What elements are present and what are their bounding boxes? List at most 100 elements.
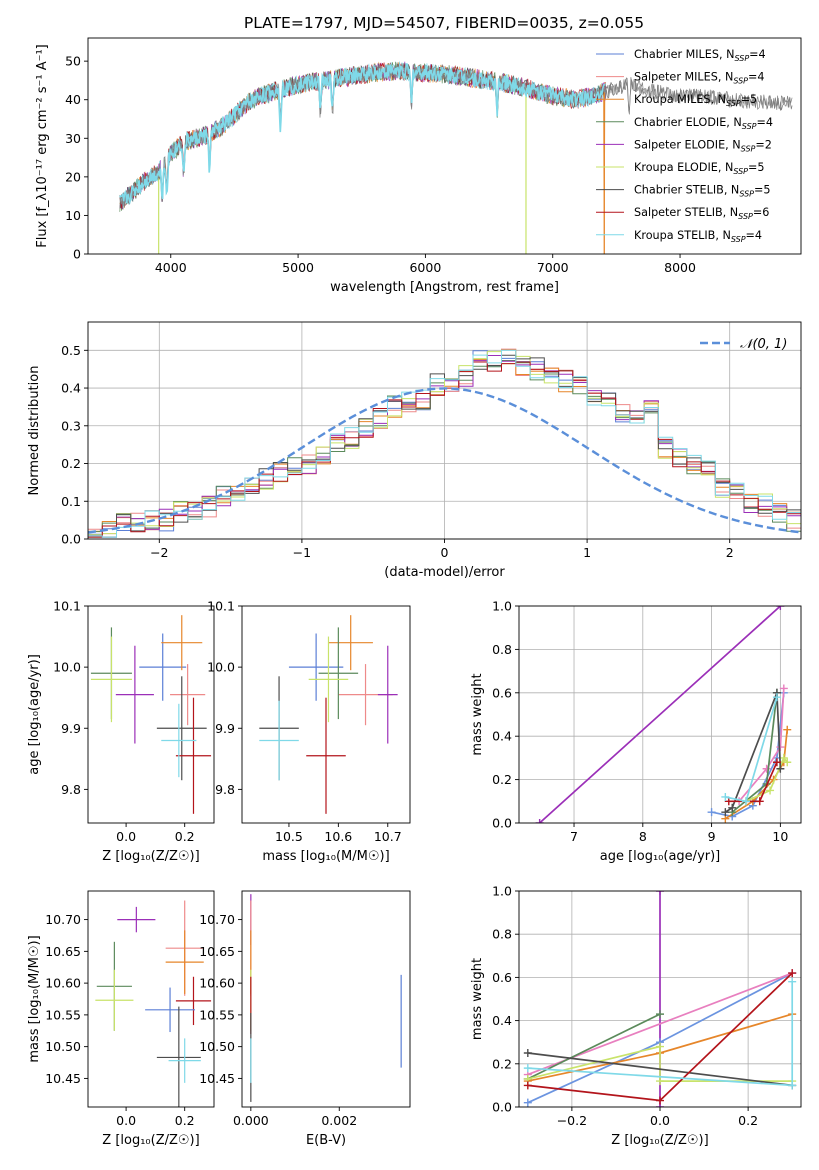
legend-label-main: Salpeter MILES, N — [634, 71, 733, 84]
legend-label-main: Chabrier ELODIE, N — [634, 116, 742, 129]
weight-marker — [776, 764, 785, 773]
weight-marker — [535, 819, 544, 823]
weight-marker — [721, 808, 730, 817]
plot-area-mass-vs-Z — [95, 900, 212, 1107]
axes-frame — [87, 890, 215, 1108]
plot-area-mass-vs-EBV — [250, 894, 402, 1102]
legend-label-end: =4 — [748, 71, 765, 84]
x-axis-label: wavelength [Angstrom, rest frame] — [330, 280, 559, 295]
weight-marker — [656, 1077, 664, 1086]
y-tick-label: 10.60 — [199, 976, 235, 991]
y-tick-label: 0.8 — [492, 927, 512, 942]
y-axis-label: age [log₁₀(age/yr)] — [27, 654, 42, 775]
legend-label-main: Kroupa STELIB, N — [634, 229, 731, 242]
weight-marker — [779, 753, 788, 762]
x-axis-label: Z [log₁₀(Z/Z☉)] — [102, 849, 199, 864]
spectrum-line — [119, 63, 606, 206]
normal-legend-label: 𝒩(0, 1) — [740, 337, 787, 352]
legend-label: Salpeter ELODIE, NSSP=2 — [634, 138, 772, 153]
weight-marker — [741, 797, 750, 806]
axes-frame — [241, 605, 411, 824]
legend-label: Chabrier ELODIE, NSSP=4 — [634, 116, 773, 131]
axes-frame — [241, 890, 411, 1108]
panel-mass-vs-EBV: 0.000 0.002 10.45 10.50 10.55 10.60 10.65 10.70… — [199, 890, 411, 1148]
plot-area-mass-weight-vs-age — [535, 606, 792, 823]
weight-line — [539, 606, 781, 823]
legend-label-sub: SSP — [733, 77, 748, 86]
weight-marker — [721, 792, 730, 801]
x-tick-label: 10.7 — [374, 829, 402, 844]
y-tick-label: 10.1 — [207, 599, 235, 614]
weight-line — [527, 1052, 793, 1087]
y-tick-label: 0.6 — [492, 685, 512, 700]
y-tick-label: 0.4 — [61, 381, 81, 396]
y-tick-label: 0.1 — [61, 494, 81, 509]
x-tick-label: 10 — [772, 829, 788, 844]
weight-marker — [523, 1049, 532, 1057]
x-axis-label: (data-model)/error — [384, 565, 505, 580]
x-tick-label: 5000 — [282, 260, 314, 275]
x-tick-label: 0.000 — [233, 1113, 269, 1128]
histogram-series — [88, 349, 801, 538]
weight-line — [724, 692, 782, 813]
weight-line — [527, 1013, 661, 1080]
y-tick-label: 10.55 — [45, 1007, 81, 1022]
legend-label-main: Chabrier STELIB, N — [634, 184, 739, 197]
legend-label-main: Chabrier MILES, N — [634, 48, 734, 61]
weight-marker — [523, 1098, 532, 1107]
legend-label: Salpeter MILES, NSSP=4 — [634, 71, 765, 86]
weight-marker — [779, 684, 788, 693]
plot-area-mass-weight-vs-Z — [523, 891, 797, 1107]
x-tick-label: 0 — [441, 545, 449, 560]
y-axis-label: mass weight — [470, 958, 485, 1040]
axes-frame — [518, 605, 802, 824]
y-tick-label: 10.0 — [53, 660, 81, 675]
legend-label: Salpeter STELIB, NSSP=6 — [634, 206, 769, 221]
y-axis-label: mass weight — [470, 673, 485, 755]
plot-area-spectrum — [119, 61, 793, 254]
x-tick-label: 0.2 — [175, 1113, 195, 1128]
y-tick-label: 10.70 — [199, 912, 235, 927]
legend-label-end: =5 — [748, 161, 765, 174]
figure-title: PLATE=1797, MJD=54507, FIBERID=0035, z=0… — [244, 14, 644, 32]
weight-marker — [707, 808, 716, 817]
panels: 4000 5000 6000 7000 800001020304050wavelengt… — [27, 37, 802, 1148]
x-tick-label: 7 — [570, 829, 578, 844]
weight-marker — [762, 764, 771, 773]
x-tick-label: 9 — [708, 829, 716, 844]
y-tick-label: 10.45 — [45, 1071, 81, 1086]
panel-age-vs-mass: 10.5 10.6 10.7 9.8 9.9 10.0 10.1 mass [log₁₀(M/… — [207, 599, 411, 864]
y-tick-label: 0.2 — [61, 456, 81, 471]
legend-label-sub: SSP — [741, 144, 756, 153]
legend-label-main: Salpeter ELODIE, N — [634, 138, 741, 151]
x-tick-label: 0.2 — [175, 829, 195, 844]
y-tick-label: 9.8 — [215, 782, 235, 797]
normal-curve — [88, 387, 801, 534]
y-tick-label: 10 — [65, 208, 81, 223]
legend-label-end: =5 — [754, 184, 771, 197]
x-tick-label: 8000 — [664, 260, 696, 275]
y-tick-label: 0.5 — [61, 343, 81, 358]
y-tick-label: 10.0 — [207, 660, 235, 675]
y-axis-label: Flux [f_λ10⁻¹⁷ erg cm⁻² s⁻¹ A⁻¹] — [35, 44, 50, 248]
legend-label-end: =6 — [753, 206, 770, 219]
x-axis-label: Z [log₁₀(Z/Z☉)] — [611, 1133, 708, 1148]
panel-spectrum: 4000 5000 6000 7000 8000 0 10 20 30 40 50 wavelengt… — [35, 37, 802, 295]
panel-mass-vs-Z: 0.0 0.2 10.45 10.50 10.55 10.60 10.65 10.70 Z [l… — [27, 890, 215, 1148]
y-tick-label: 1.0 — [492, 599, 512, 614]
weight-marker — [523, 1081, 532, 1090]
legend-label: Chabrier STELIB, NSSP=5 — [634, 184, 771, 199]
plot-area-age-vs-Z — [90, 615, 212, 814]
y-axis-label: mass [log₁₀(M/M☉)] — [27, 935, 42, 1062]
weight-marker — [788, 977, 797, 986]
y-tick-label: 9.8 — [61, 782, 81, 797]
plot-area-residual-histogram — [88, 348, 801, 538]
x-tick-label: 1 — [583, 545, 591, 560]
legend-label-end: =4 — [746, 229, 763, 242]
x-axis-label: Z [log₁₀(Z/Z☉)] — [102, 1133, 199, 1148]
legend-label-end: =4 — [749, 48, 766, 61]
legend-label-sub: SSP — [731, 235, 746, 244]
y-tick-label: 50 — [65, 54, 81, 69]
